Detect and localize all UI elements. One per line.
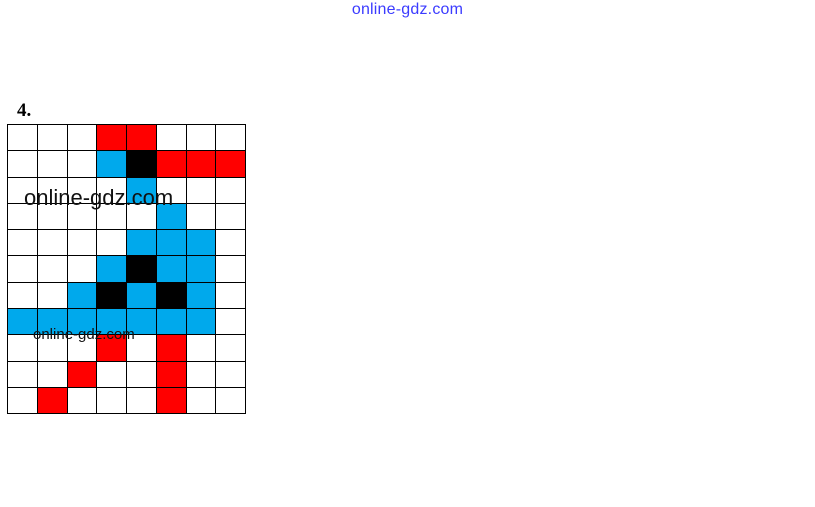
grid-cell	[156, 282, 187, 310]
grid-cell	[156, 203, 187, 231]
grid-cell	[156, 151, 187, 178]
grid-cell	[8, 125, 38, 152]
grid-cell	[186, 282, 217, 310]
grid-cell	[127, 387, 157, 415]
grid-cell	[8, 177, 38, 204]
grid-cell	[127, 309, 157, 336]
grid-cell	[186, 230, 217, 257]
grid-cell	[67, 230, 98, 257]
grid-cell	[216, 387, 246, 415]
grid-cell	[97, 387, 127, 415]
grid-cell	[127, 230, 157, 257]
grid-cell	[8, 387, 38, 415]
grid-cell	[37, 203, 68, 231]
grid-cell	[97, 256, 127, 283]
grid-cell	[67, 282, 98, 310]
grid-cell	[127, 151, 157, 178]
grid-cell	[156, 125, 187, 152]
grid-cell	[216, 361, 246, 388]
pixel-grid	[7, 124, 246, 415]
grid-cell	[8, 335, 38, 362]
grid-cell	[156, 230, 187, 257]
grid-cell	[186, 177, 217, 204]
grid-cell	[97, 335, 127, 362]
grid-cell	[216, 230, 246, 257]
grid-cell	[186, 309, 217, 336]
grid-cell	[216, 151, 246, 178]
grid-cell	[8, 151, 38, 178]
grid-cell	[156, 387, 187, 415]
grid-cell	[127, 125, 157, 152]
grid-cell	[186, 151, 217, 178]
grid-cell	[37, 387, 68, 415]
grid-cell	[37, 256, 68, 283]
grid-cell	[97, 309, 127, 336]
grid-cell	[67, 177, 98, 204]
grid-cell	[37, 309, 68, 336]
grid-cell	[97, 177, 127, 204]
grid-cell	[67, 256, 98, 283]
grid-cell	[8, 230, 38, 257]
grid-cell	[97, 125, 127, 152]
grid-cell	[67, 309, 98, 336]
grid-cell	[67, 361, 98, 388]
watermark-small: online-gdz.com	[33, 326, 135, 343]
grid-cell	[186, 256, 217, 283]
grid-cell	[97, 361, 127, 388]
grid-cell	[97, 151, 127, 178]
grid-cell	[186, 125, 217, 152]
grid-cell	[127, 203, 157, 231]
exercise-number: 4.	[17, 100, 32, 121]
grid-cell	[67, 125, 98, 152]
grid-cell	[67, 203, 98, 231]
grid-cell	[8, 361, 38, 388]
grid-cell	[97, 230, 127, 257]
grid-cell	[8, 203, 38, 231]
grid-cell	[37, 151, 68, 178]
grid-cell	[127, 256, 157, 283]
grid-cell	[127, 361, 157, 388]
grid-cell	[37, 125, 68, 152]
grid-cell	[37, 361, 68, 388]
grid-cell	[186, 203, 217, 231]
grid-cell	[216, 125, 246, 152]
grid-cell	[67, 335, 98, 362]
grid-cell	[37, 230, 68, 257]
grid-cell	[156, 177, 187, 204]
grid-cell	[186, 335, 217, 362]
grid-cell	[216, 177, 246, 204]
grid-cell	[156, 335, 187, 362]
grid-cell	[37, 177, 68, 204]
grid-cell	[216, 335, 246, 362]
watermark-large: online-gdz.com	[24, 185, 174, 210]
grid-cell	[127, 177, 157, 204]
grid-cell	[67, 387, 98, 415]
grid-cell	[156, 361, 187, 388]
grid-cell	[8, 309, 38, 336]
grid-cell	[67, 151, 98, 178]
grid-cell	[127, 282, 157, 310]
grid-cell	[216, 203, 246, 231]
grid-cell	[8, 282, 38, 310]
grid-cell	[127, 335, 157, 362]
watermark-top: online-gdz.com	[351, 1, 464, 18]
grid-cell	[97, 203, 127, 231]
grid-cell	[97, 282, 127, 310]
grid-cell	[216, 256, 246, 283]
grid-cell	[37, 282, 68, 310]
grid-cell	[216, 309, 246, 336]
grid-cell	[156, 256, 187, 283]
grid-cell	[8, 256, 38, 283]
grid-cell	[186, 361, 217, 388]
grid-cell	[186, 387, 217, 415]
grid-cell	[156, 309, 187, 336]
grid-cell	[216, 282, 246, 310]
grid-cell	[37, 335, 68, 362]
